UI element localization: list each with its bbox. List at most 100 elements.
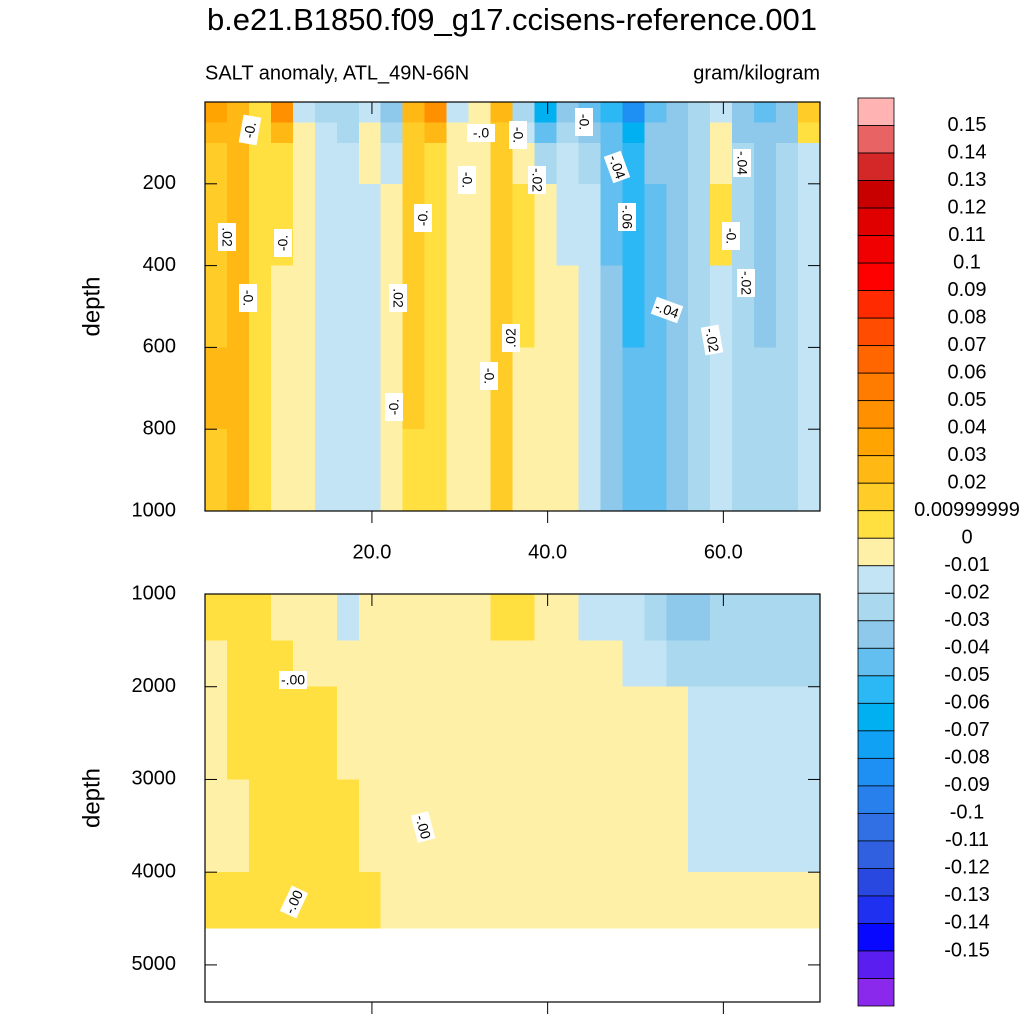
heat-cell — [666, 142, 689, 185]
heat-cell — [666, 594, 689, 641]
colorbar-label: 0.13 — [948, 169, 987, 191]
contour-label: .02 — [218, 223, 236, 251]
heat-cell — [380, 594, 404, 641]
heat-cell — [248, 640, 272, 688]
y-tick-label: 400 — [143, 254, 176, 276]
heat-cell — [798, 640, 821, 688]
y-tick-label: 5000 — [132, 953, 177, 975]
heat-cell — [622, 347, 645, 430]
heat-cell — [402, 686, 426, 780]
contour-label: -.00 — [279, 671, 307, 689]
colorbar-box — [857, 950, 895, 979]
heat-cell — [314, 429, 338, 512]
heat-cell — [358, 265, 382, 348]
heat-cell — [688, 347, 711, 430]
heat-cell — [380, 686, 404, 780]
heat-cell — [446, 347, 470, 430]
colorbar-box — [857, 125, 895, 154]
heat-cell — [798, 686, 821, 780]
heat-cell — [490, 183, 513, 267]
label-bg — [389, 284, 407, 312]
colorbar-label: -0.13 — [944, 884, 990, 906]
colorbar-label: 0.07 — [948, 334, 987, 356]
colorbar-box — [857, 372, 895, 402]
plot-area — [205, 594, 821, 929]
plot-frame — [204, 101, 821, 512]
heat-cell — [710, 779, 733, 873]
contour-label: -.02 — [737, 269, 755, 297]
y-tick-label: 3000 — [132, 768, 177, 790]
heat-cell — [380, 872, 404, 929]
heat-cell — [600, 594, 623, 641]
colorbar-box — [857, 400, 895, 429]
heat-cell — [732, 779, 755, 873]
colorbar-box — [857, 675, 895, 704]
colorbar-label: -0.14 — [944, 912, 990, 934]
heat-cell — [644, 872, 667, 929]
heat-cell — [336, 872, 360, 929]
heat-cell — [688, 102, 711, 123]
heat-cell — [534, 594, 557, 641]
heat-cell — [292, 779, 316, 873]
heat-cell — [446, 872, 470, 929]
contour-label-text: -0. — [459, 172, 475, 188]
heat-cell — [754, 594, 777, 641]
heat-cell — [776, 102, 799, 123]
heat-cell — [666, 347, 689, 430]
heat-cell — [732, 640, 755, 688]
contour-label-text: -0. — [386, 399, 402, 415]
plot-frame — [204, 593, 821, 1003]
heat-cell — [556, 429, 579, 512]
contour-label-text: .02 — [390, 288, 406, 308]
heat-cell — [380, 142, 404, 185]
heat-cell — [226, 872, 250, 929]
heat-cell — [424, 594, 448, 641]
contour-label-text: -.06 — [619, 205, 635, 229]
heat-cell — [534, 265, 557, 348]
colorbar-label: -0.11 — [945, 829, 989, 851]
contour-label-text: .02 — [219, 227, 235, 247]
y-tick-label: 4000 — [132, 860, 177, 882]
heat-cell — [798, 265, 821, 348]
heat-cell — [556, 594, 579, 641]
colorbar-box — [857, 647, 895, 677]
heat-cell — [358, 102, 382, 123]
colorbar-box — [857, 895, 895, 924]
contour-label-text: -.04 — [653, 298, 681, 321]
heat-cell — [205, 686, 228, 780]
heat-cell — [270, 122, 294, 144]
contour-label: -.0 — [467, 124, 495, 142]
heat-cell — [776, 686, 799, 780]
heat-cell — [468, 686, 492, 780]
heat-cell — [688, 640, 711, 688]
subtitle-right: gram/kilogram — [693, 62, 820, 84]
heat-cell — [468, 779, 492, 873]
heat-cell — [754, 265, 777, 348]
heat-cell — [512, 594, 535, 641]
heat-cell — [710, 872, 733, 929]
heat-cell — [600, 429, 623, 512]
heat-cell — [205, 102, 228, 123]
heat-cell — [798, 142, 821, 185]
colorbar-box — [857, 620, 895, 649]
heat-cell — [578, 779, 601, 873]
heat-cell — [314, 872, 338, 929]
heat-cell — [578, 265, 601, 348]
heat-cell — [688, 183, 711, 267]
heat-cell — [358, 429, 382, 512]
heat-cell — [490, 686, 513, 780]
heat-cell — [754, 142, 777, 185]
heat-cell — [336, 686, 360, 780]
colorbar-label: 0.09 — [948, 279, 987, 301]
heat-cell — [556, 102, 579, 123]
heat-cell — [710, 142, 733, 185]
contour-label-text: -.02 — [738, 271, 754, 295]
heat-cell — [248, 594, 272, 641]
heat-cell — [600, 183, 623, 267]
heat-cell — [622, 686, 645, 780]
heat-cell — [666, 429, 689, 512]
heat-cell — [776, 779, 799, 873]
heat-cell — [490, 142, 513, 185]
colorbar-label: -0.08 — [944, 747, 990, 769]
heat-cell — [798, 102, 821, 123]
